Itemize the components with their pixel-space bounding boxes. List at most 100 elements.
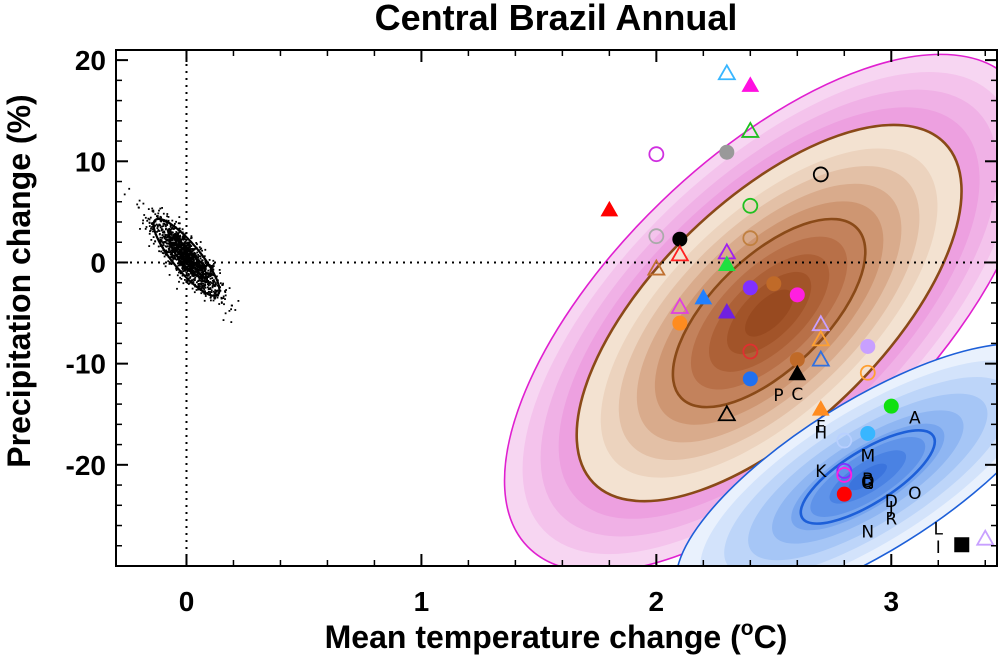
variability-point: [139, 228, 141, 230]
variability-point: [201, 264, 204, 266]
variability-point: [171, 244, 174, 246]
y-tick-label: 10: [75, 146, 106, 177]
variability-point: [174, 232, 177, 235]
variability-point: [174, 250, 177, 253]
variability-point: [152, 230, 154, 233]
variability-point: [160, 250, 162, 253]
variability-point: [218, 303, 221, 305]
variability-point: [210, 289, 213, 292]
variability-point: [203, 279, 205, 282]
model-marker-triangle: [741, 76, 760, 92]
variability-point: [190, 235, 193, 238]
y-tick-label: 20: [75, 45, 106, 76]
variability-point: [197, 266, 199, 268]
variability-point: [171, 254, 174, 256]
variability-point: [204, 283, 206, 286]
variability-point: [199, 257, 202, 260]
variability-point: [179, 249, 182, 252]
variability-point: [208, 259, 211, 261]
variability-point: [197, 280, 199, 282]
variability-point: [157, 229, 160, 231]
variability-point: [204, 248, 207, 251]
variability-point: [225, 289, 227, 291]
variability-point: [158, 209, 160, 212]
variability-point: [224, 290, 226, 292]
variability-point: [207, 291, 209, 294]
variability-point: [206, 277, 208, 279]
variability-point: [149, 216, 152, 219]
variability-point: [148, 232, 151, 235]
model-marker-circle: [719, 144, 735, 160]
variability-point: [180, 255, 183, 258]
variability-point: [224, 312, 227, 315]
variability-point: [201, 259, 204, 262]
variability-point: [191, 263, 193, 266]
variability-point: [180, 256, 183, 259]
variability-point: [152, 210, 155, 213]
variability-point: [192, 258, 195, 261]
model-marker-circle: [648, 146, 665, 163]
variability-point: [175, 231, 178, 233]
chart-title: Central Brazil Annual: [375, 0, 738, 38]
variability-point: [177, 262, 179, 265]
variability-point: [201, 284, 204, 287]
variability-point: [146, 219, 149, 222]
variability-point: [166, 242, 168, 245]
variability-point: [149, 230, 151, 233]
variability-point: [175, 244, 178, 247]
variability-point: [168, 246, 171, 248]
variability-point: [136, 203, 139, 206]
variability-point: [209, 287, 212, 289]
variability-point: [174, 249, 177, 252]
variability-point: [187, 244, 189, 247]
variability-point: [215, 293, 218, 296]
variability-point: [137, 206, 140, 209]
variability-point: [180, 250, 183, 252]
variability-point: [193, 291, 196, 294]
variability-point: [166, 213, 169, 215]
variability-point: [156, 216, 159, 218]
variability-point: [189, 246, 191, 249]
variability-point: [144, 228, 147, 230]
variability-point: [204, 281, 207, 283]
variability-point: [192, 267, 194, 270]
x-tick-label: 3: [883, 586, 899, 617]
model-marker-triangle: [740, 121, 760, 138]
model-marker-circle: [742, 197, 759, 214]
variability-point: [182, 270, 184, 273]
variability-point: [183, 267, 185, 269]
variability-point: [224, 294, 227, 297]
variability-point: [163, 255, 166, 258]
variability-point: [183, 260, 186, 263]
variability-point: [187, 261, 190, 264]
variability-point: [210, 274, 212, 277]
variability-point: [219, 282, 222, 285]
variability-point: [170, 232, 173, 235]
variability-point: [123, 193, 126, 196]
variability-point: [180, 252, 183, 255]
variability-point: [194, 262, 197, 264]
variability-point: [164, 253, 167, 256]
variability-point: [179, 263, 182, 266]
variability-point: [202, 267, 205, 269]
variability-point: [214, 296, 217, 299]
variability-point: [237, 300, 240, 302]
variability-point: [197, 256, 199, 259]
variability-point: [171, 259, 174, 262]
model-marker-triangle: [694, 288, 713, 305]
x-tick-label: 0: [179, 586, 195, 617]
variability-point: [166, 238, 169, 241]
variability-point: [177, 264, 180, 267]
variability-point: [200, 247, 203, 250]
variability-point: [173, 255, 175, 258]
model-marker-triangle: [717, 63, 737, 81]
variability-point: [211, 285, 214, 287]
variability-point: [167, 239, 169, 242]
variability-point: [176, 246, 178, 249]
variability-point: [218, 269, 221, 271]
model-marker-triangle: [788, 364, 807, 381]
variability-point: [230, 304, 233, 307]
variability-point: [163, 252, 165, 255]
